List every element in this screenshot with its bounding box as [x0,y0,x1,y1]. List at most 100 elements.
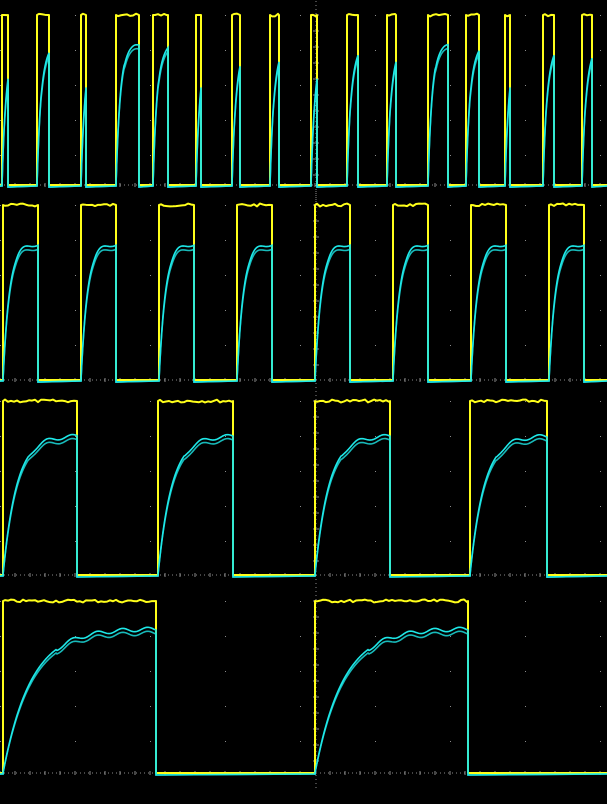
grid-dot [600,636,601,637]
grid-dot [300,155,301,156]
ch2-trace [0,43,607,188]
grid-dot [150,506,151,507]
grid-dot [0,310,1,311]
grid-dot [525,471,526,472]
grid-dot [150,50,151,51]
grid-dot [75,671,76,672]
grid-dot [0,15,1,16]
grid-dot [375,345,376,346]
grid-dot [0,120,1,121]
grid-dot [75,85,76,86]
grid-dot [600,50,601,51]
grid-dot [375,471,376,472]
grid-dot [150,345,151,346]
grid-dot [600,240,601,241]
grid-dot [300,345,301,346]
grid-dot [375,706,376,707]
grid-dot [600,401,601,402]
grid-dot [75,240,76,241]
grid-dot [225,671,226,672]
ch1-trace [0,202,607,381]
grid-dot [525,240,526,241]
grid-dot [0,741,1,742]
grid-dot [75,275,76,276]
grid-dot [450,506,451,507]
grid-dot [525,636,526,637]
grid-dot [225,155,226,156]
grid-dot [600,741,601,742]
grid-dot [0,240,1,241]
ch2-trace [0,47,607,188]
grid-dot [150,706,151,707]
grid-dot [0,401,1,402]
grid-dot [375,506,376,507]
grid-dot [525,275,526,276]
grid-dot [225,240,226,241]
grid-dot [0,706,1,707]
ch1-trace [0,398,607,576]
grid-dot [0,471,1,472]
grid-dot [75,15,76,16]
grid-dot [225,205,226,206]
grid-dot [0,155,1,156]
grid-dot [225,50,226,51]
grid-dot [375,275,376,276]
grid-dot [375,155,376,156]
grid-dot [150,436,151,437]
grid-dot [150,741,151,742]
grid-dot [525,205,526,206]
grid-dot [600,436,601,437]
grid-dot [225,636,226,637]
grid-dot [225,310,226,311]
grid [0,587,607,791]
grid-dot [225,506,226,507]
grid-dot [300,50,301,51]
grid-dot [375,240,376,241]
grid-dot [225,85,226,86]
grid-dot [150,310,151,311]
ch2-trace [0,244,607,383]
scope-panel-2 [0,191,607,398]
scope-panel-1 [0,1,607,203]
grid-dot [225,436,226,437]
grid-dot [375,120,376,121]
grid-dot [600,15,601,16]
grid-dot [150,541,151,542]
grid-dot [75,345,76,346]
grid-dot [0,636,1,637]
grid-dot [300,541,301,542]
grid-dot [0,601,1,602]
grid-dot [525,345,526,346]
grid-dot [525,120,526,121]
grid-dot [75,50,76,51]
grid-dot [75,436,76,437]
grid-dot [375,15,376,16]
grid-dot [600,471,601,472]
grid-dot [0,275,1,276]
grid-dot [300,741,301,742]
grid-dot [150,275,151,276]
grid-dot [75,205,76,206]
grid-dot [375,50,376,51]
grid-dot [225,275,226,276]
grid-dot [150,155,151,156]
grid-dot [150,240,151,241]
grid-dot [75,120,76,121]
grid-dot [450,15,451,16]
grid-dot [600,205,601,206]
grid-dot [375,85,376,86]
grid-dot [225,541,226,542]
grid-dot [0,541,1,542]
scope-panel-4 [0,587,607,791]
grid-dot [75,310,76,311]
grid-dot [375,636,376,637]
grid-dot [75,155,76,156]
grid-dot [300,401,301,402]
ch2-trace [0,248,607,383]
grid-dot [150,401,151,402]
grid-dot [75,706,76,707]
grid-dot [0,671,1,672]
grid-dot [600,541,601,542]
grid-dot [300,240,301,241]
